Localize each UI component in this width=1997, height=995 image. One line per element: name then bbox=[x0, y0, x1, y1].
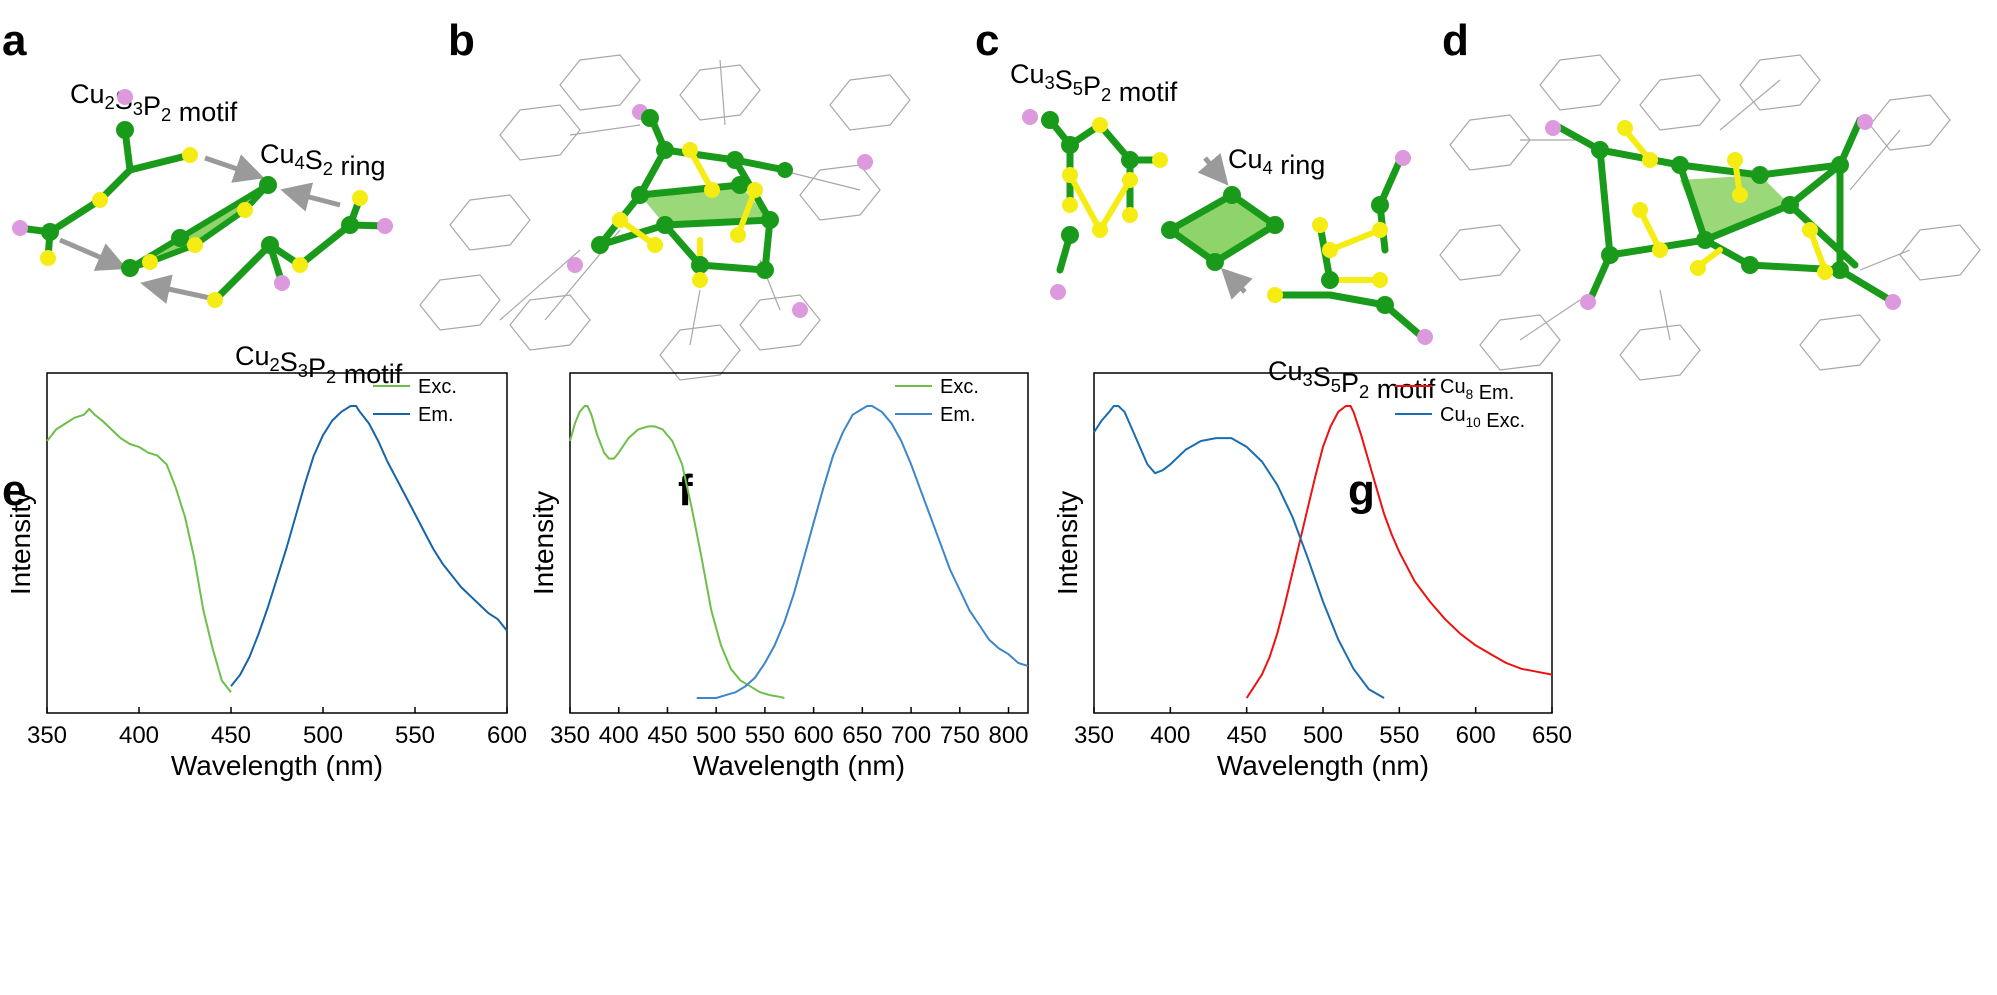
ring-label-c: Cu4 ring bbox=[1228, 144, 1325, 180]
x-tick-label: 500 bbox=[303, 722, 343, 749]
motif-label-a-bottom: Cu2S3P2 motif bbox=[235, 341, 403, 389]
x-tick-label: 400 bbox=[119, 722, 159, 749]
panel-letter-g: g bbox=[1348, 466, 1375, 515]
x-tick-label: 500 bbox=[1303, 722, 1343, 749]
x-axis-title: Wavelength (nm) bbox=[1217, 750, 1429, 781]
panel-letter-e: e bbox=[2, 466, 26, 515]
x-tick-label: 450 bbox=[211, 722, 251, 749]
y-axis-title: Intensity bbox=[1052, 491, 1083, 595]
x-tick-label: 650 bbox=[1532, 722, 1572, 749]
x-tick-label: 400 bbox=[599, 722, 639, 749]
arrow-c-2 bbox=[1220, 267, 1253, 300]
structure-d bbox=[1439, 54, 1981, 381]
motif-label-c-bottom: Cu3S5P2 motif bbox=[1268, 356, 1436, 404]
panel-letter-a: a bbox=[2, 16, 27, 65]
panel-letter-f: f bbox=[678, 466, 693, 515]
x-tick-label: 600 bbox=[794, 722, 834, 749]
cu4-ring bbox=[1163, 190, 1282, 267]
x-tick-label: 450 bbox=[647, 722, 687, 749]
x-tick-label: 550 bbox=[395, 722, 435, 749]
plot-frame bbox=[46, 372, 508, 714]
atoms-a bbox=[12, 89, 393, 308]
x-tick-label: 450 bbox=[1227, 722, 1267, 749]
panel-letter-d: d bbox=[1442, 16, 1469, 65]
x-tick-label: 750 bbox=[940, 722, 980, 749]
structure-b bbox=[419, 54, 911, 381]
x-axis-title: Wavelength (nm) bbox=[171, 750, 383, 781]
series-line-2 bbox=[1093, 405, 1385, 699]
structure-a: Cu2S3P2 motif Cu4S2 ring Cu2S3P2 motif bbox=[12, 79, 403, 389]
series-line-1 bbox=[569, 405, 785, 699]
series-line-1 bbox=[46, 407, 232, 693]
y-axis-title: Intensity bbox=[528, 491, 559, 595]
legend-label: Exc. bbox=[940, 376, 979, 398]
y-axis-title: Intensity bbox=[5, 491, 36, 595]
x-tick-label: 650 bbox=[842, 722, 882, 749]
series-line-2 bbox=[230, 405, 508, 687]
x-axis-title: Wavelength (nm) bbox=[693, 750, 905, 781]
x-tick-label: 550 bbox=[745, 722, 785, 749]
legend-label: Cu10 Exc. bbox=[1440, 404, 1525, 432]
panel-letter-c: c bbox=[975, 16, 999, 65]
legend-label: Em. bbox=[940, 404, 976, 426]
arrow-a-3 bbox=[59, 237, 128, 271]
panel-letter-b: b bbox=[448, 16, 475, 65]
chart-g: 350 400 450 500 550 600 650 Wavelength (nm) Inte… bbox=[1052, 372, 1572, 781]
arrow-a-4 bbox=[140, 274, 211, 304]
arrow-a-1 bbox=[204, 154, 265, 183]
x-tick-label: 700 bbox=[891, 722, 931, 749]
x-tick-label: 500 bbox=[696, 722, 736, 749]
chart-e: 350 400 450 500 550 600 Wavelength (nm) Intensi… bbox=[5, 372, 527, 781]
x-tick-label: 400 bbox=[1150, 722, 1190, 749]
legend-label: Em. bbox=[418, 404, 454, 426]
motif-label-c-top: Cu3S5P2 motif bbox=[1010, 59, 1178, 107]
arrow-a-2 bbox=[280, 182, 341, 212]
ring-label-a: Cu4S2 ring bbox=[260, 139, 386, 181]
x-tick-label: 350 bbox=[27, 722, 67, 749]
arrow-c-1 bbox=[1197, 153, 1229, 186]
legend-label: Exc. bbox=[418, 376, 457, 398]
x-tick-label: 550 bbox=[1379, 722, 1419, 749]
motif-label-a-top: Cu2S3P2 motif bbox=[70, 79, 238, 127]
series-line-2 bbox=[696, 405, 1029, 699]
structure-c: Cu3S5P2 motif Cu4 ring Cu3S5P2 motif bbox=[1010, 59, 1436, 404]
chart-f: 350 400 450 500 550 600 650 700 750 800 Wavelength… bbox=[528, 372, 1029, 781]
legend-label: Cu8 Em. bbox=[1440, 376, 1514, 404]
x-tick-label: 350 bbox=[550, 722, 590, 749]
cu4-ring-d bbox=[1680, 175, 1790, 240]
x-tick-label: 600 bbox=[487, 722, 527, 749]
plot-frame bbox=[569, 372, 1029, 714]
x-tick-label: 600 bbox=[1456, 722, 1496, 749]
x-tick-label: 800 bbox=[988, 722, 1028, 749]
series-line-1 bbox=[1245, 405, 1553, 699]
x-tick-label: 350 bbox=[1074, 722, 1114, 749]
